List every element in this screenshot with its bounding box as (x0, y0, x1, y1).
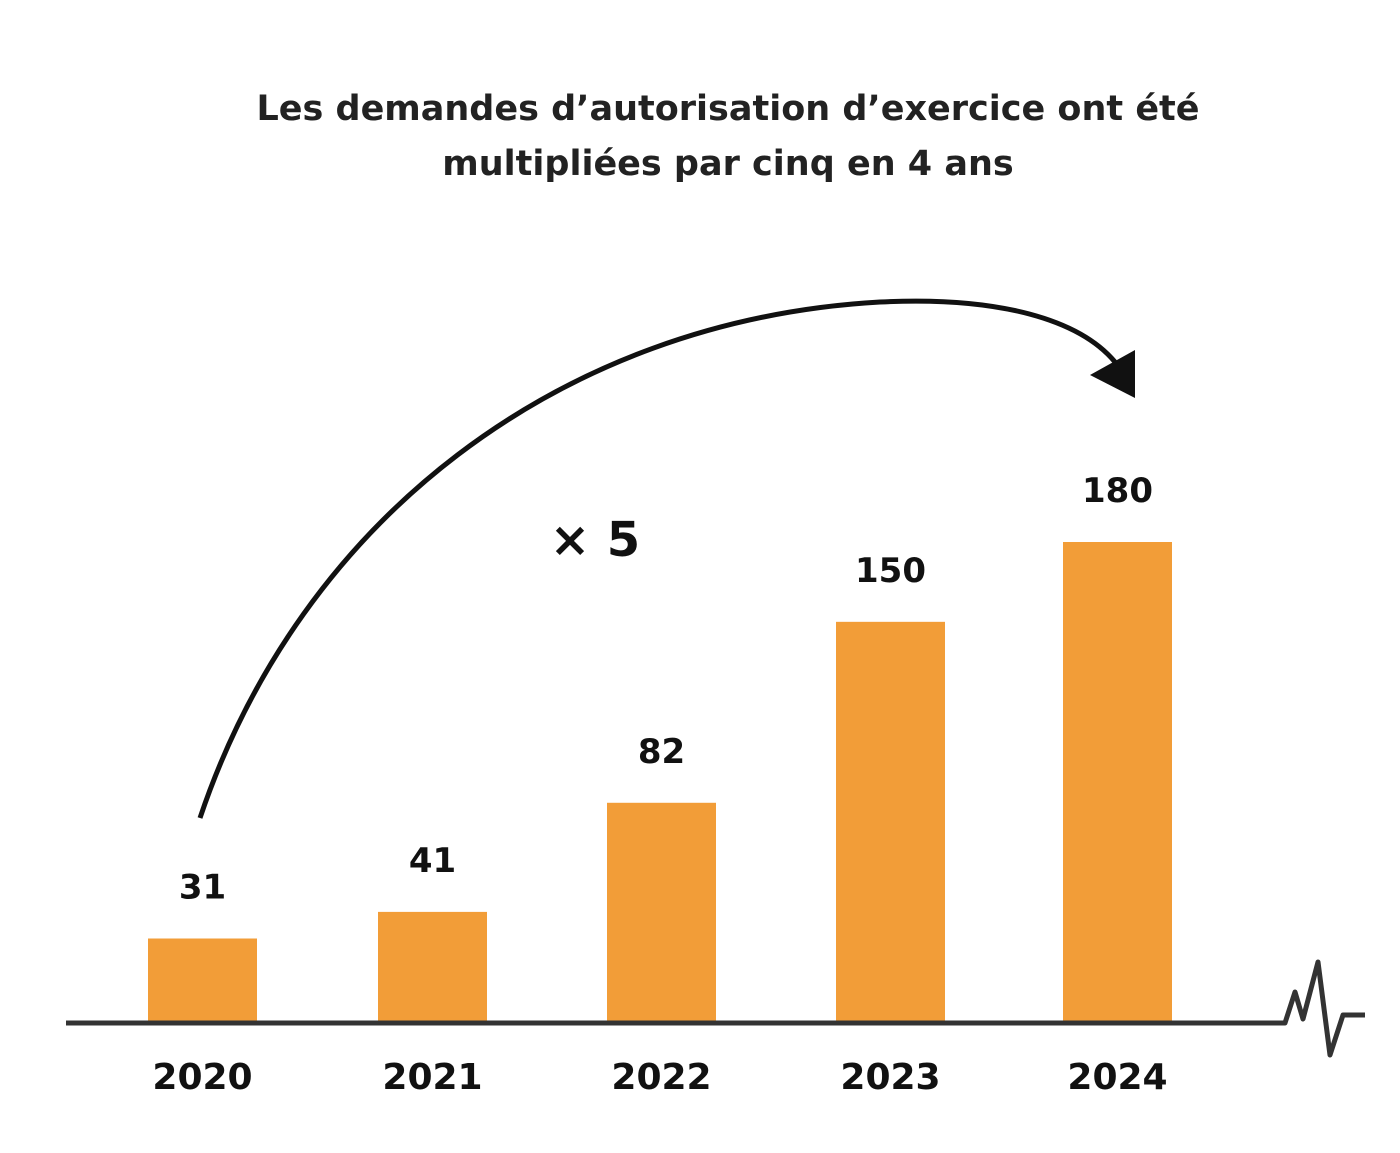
multiplier-annotation: × 5 (550, 512, 640, 568)
growth-arrow-head (1090, 350, 1135, 398)
data-label-2023: 150 (855, 551, 926, 591)
chart-title-line-2: multipliées par cinq en 4 ans (442, 144, 1014, 184)
x-tick-label-2024: 2024 (1067, 1057, 1167, 1098)
x-tick-label-2022: 2022 (611, 1057, 711, 1098)
growth-arrow-curve (197, 298, 1117, 819)
data-label-2021: 41 (409, 841, 456, 881)
bar-2020 (148, 938, 257, 1021)
bar-2022 (607, 802, 716, 1021)
x-tick-label-2020: 2020 (152, 1057, 252, 1098)
data-label-2024: 180 (1082, 471, 1153, 511)
x-tick-label-2021: 2021 (382, 1057, 482, 1098)
bar-2023 (836, 621, 945, 1021)
chart-title: Les demandes d’autorisation d’exercice o… (0, 82, 1400, 192)
heartbeat-icon (1240, 959, 1365, 1058)
chart-title-line-1: Les demandes d’autorisation d’exercice o… (256, 89, 1200, 129)
data-label-2022: 82 (638, 732, 685, 772)
x-tick-label-2023: 2023 (840, 1057, 940, 1098)
data-label-2020: 31 (179, 868, 226, 908)
bar-2024 (1063, 542, 1172, 1021)
bar-2021 (378, 911, 487, 1021)
